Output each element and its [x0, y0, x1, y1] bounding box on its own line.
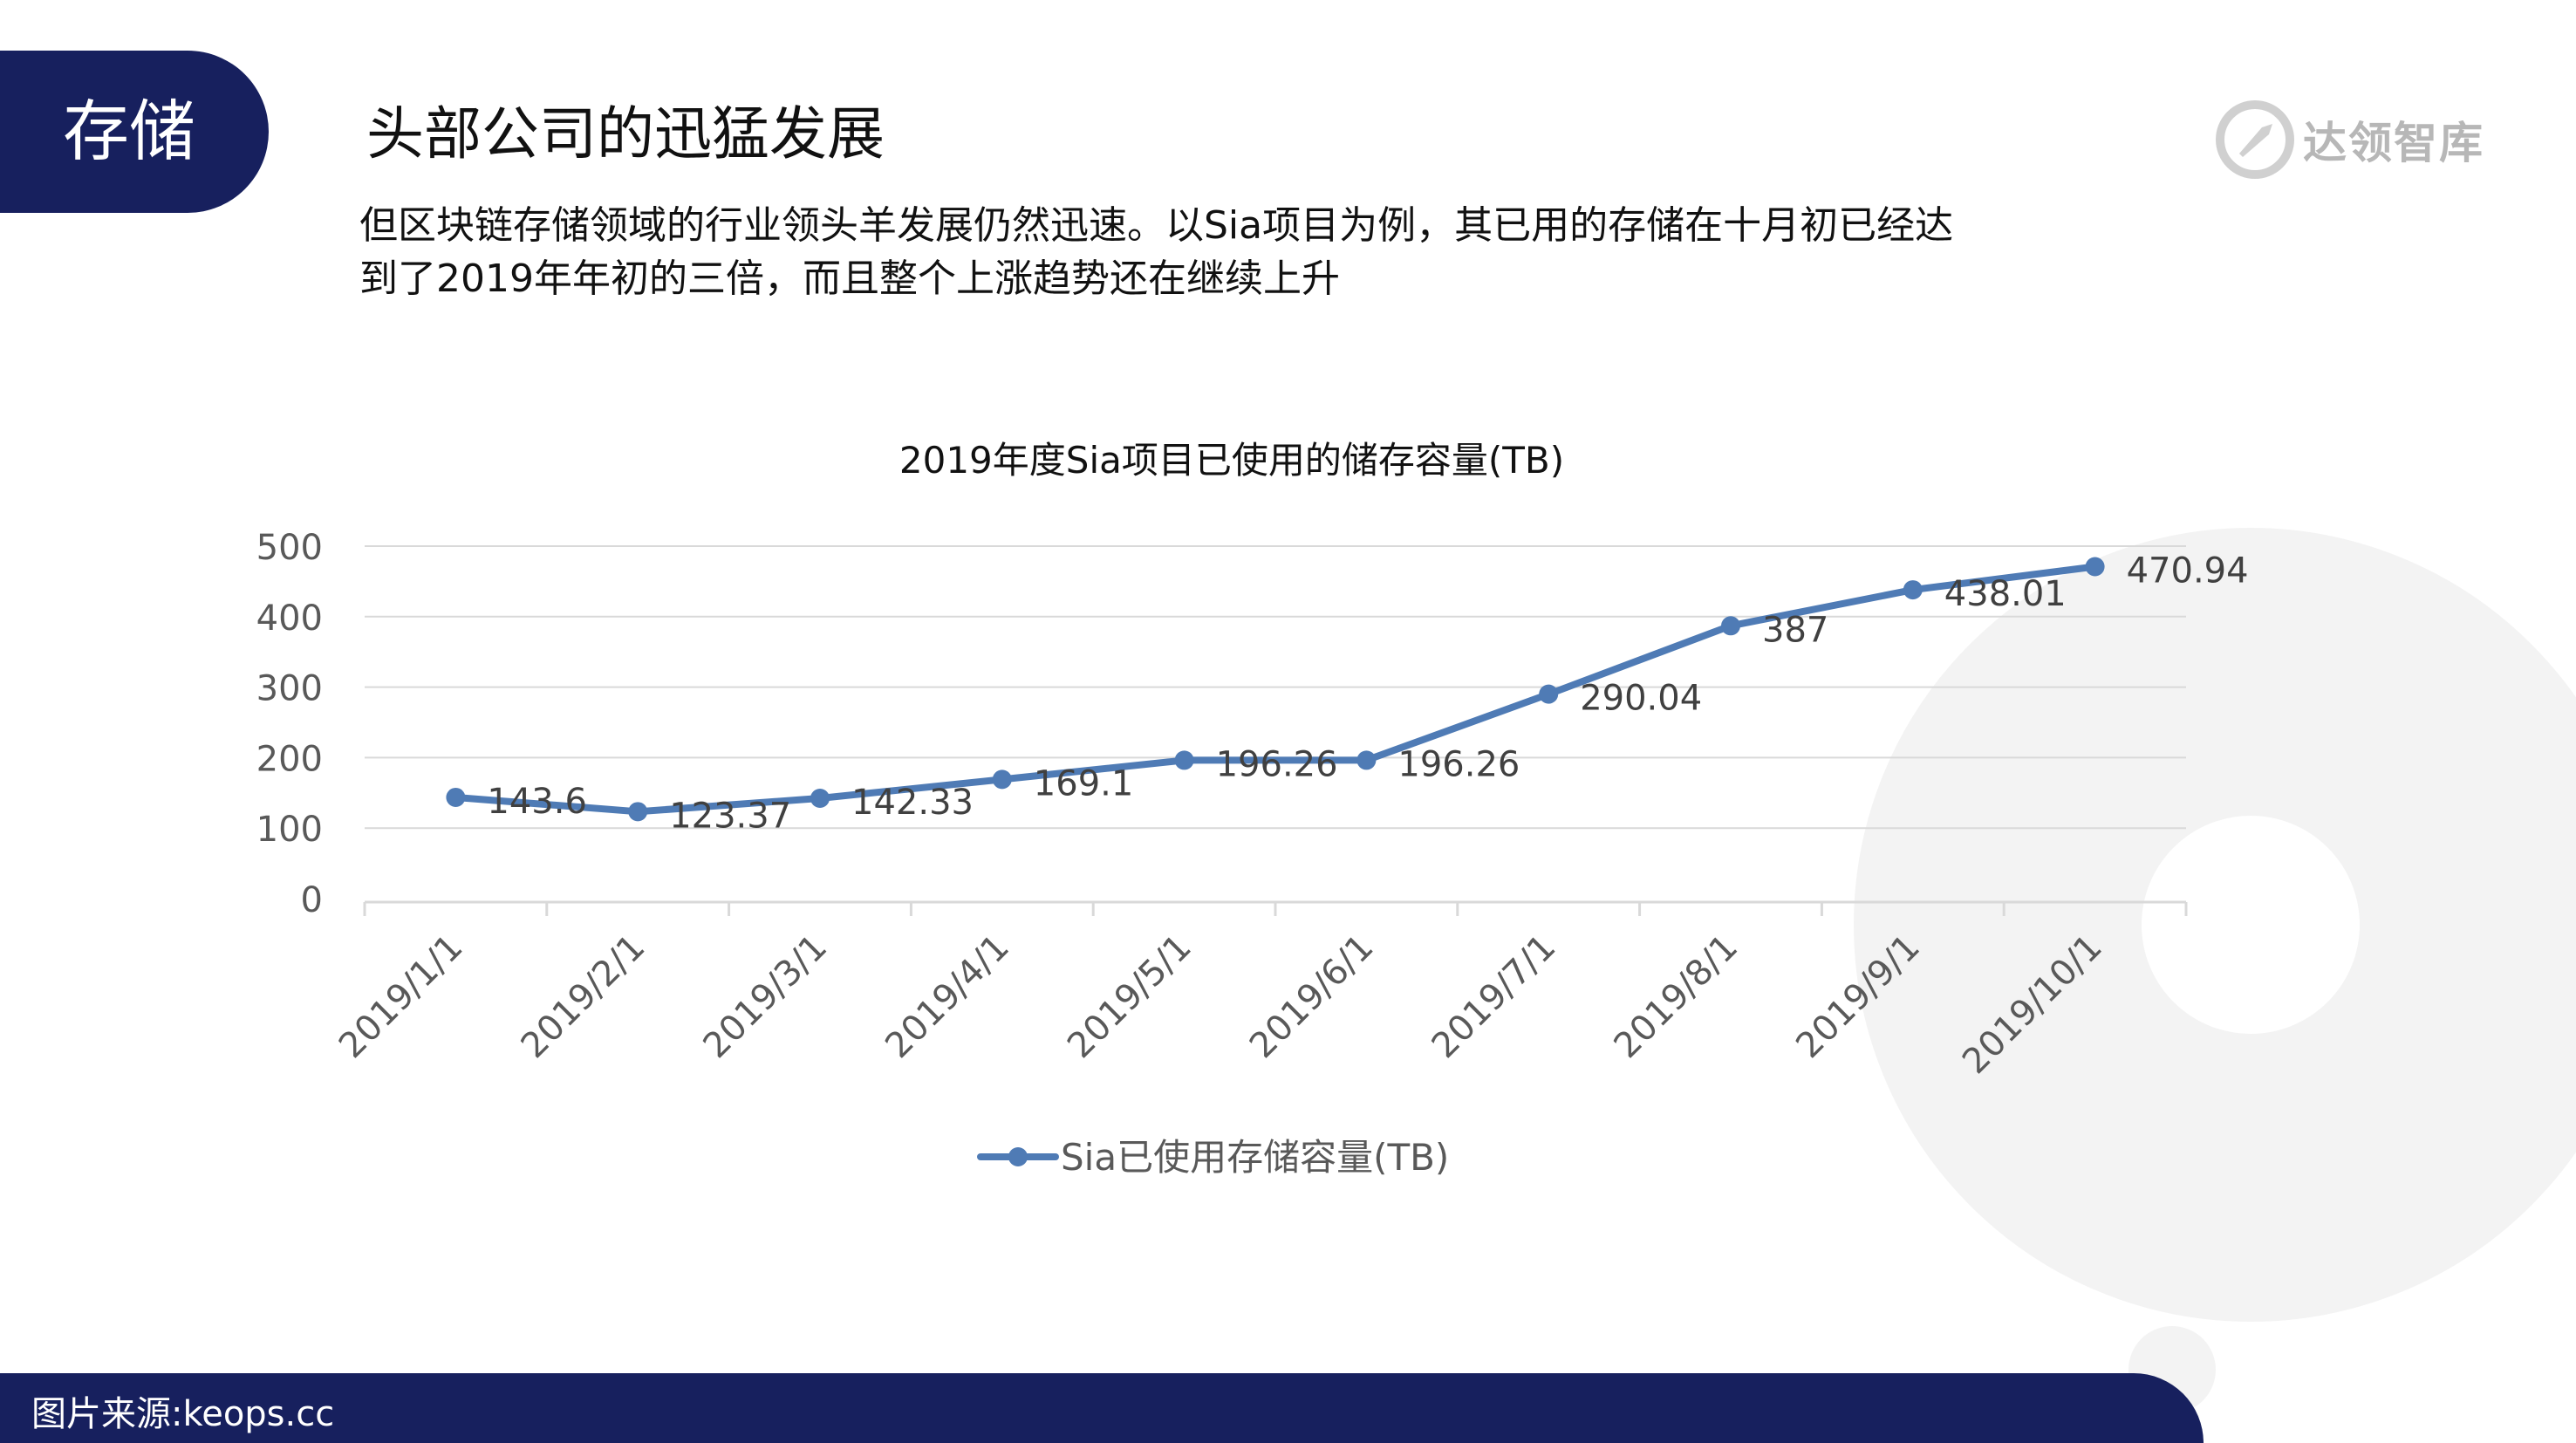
data-point	[1356, 750, 1377, 770]
data-label: 123.37	[669, 796, 791, 836]
section-tab: 存储	[0, 51, 269, 213]
data-label: 169.1	[1034, 763, 1134, 804]
data-point	[1903, 580, 1923, 600]
data-point	[1539, 684, 1559, 704]
x-tick-label: 2019/9/1	[1788, 927, 1928, 1067]
description-line-1: 但区块链存储领域的行业领头羊发展仍然迅速。以Sia项目为例，其已用的存储在十月初…	[359, 203, 1954, 248]
legend-marker	[1008, 1147, 1028, 1166]
chart-title: 2019年度Sia项目已使用的储存容量(TB)	[899, 439, 1564, 482]
data-label: 142.33	[851, 783, 974, 823]
x-tick-label: 2019/5/1	[1060, 927, 1199, 1067]
series-line	[452, 563, 2099, 816]
x-tick-label: 2019/7/1	[1425, 927, 1564, 1067]
data-point	[628, 802, 648, 822]
x-tick-label: 2019/10/1	[1955, 927, 2110, 1083]
footer-source: 图片来源:keops.cc	[31, 1394, 335, 1434]
footer-bar: 图片来源:keops.cc	[0, 1373, 2204, 1443]
y-tick-label: 200	[256, 739, 323, 779]
data-label: 438.01	[1944, 574, 2067, 614]
data-point	[810, 788, 830, 808]
data-point	[992, 769, 1012, 790]
data-label: 387	[1762, 610, 1828, 650]
x-tick-label: 2019/3/1	[696, 927, 836, 1067]
legend-label: Sia已使用存储容量(TB)	[1061, 1136, 1449, 1179]
section-label: 存储	[63, 92, 195, 170]
x-tick-label: 2019/4/1	[878, 927, 1017, 1067]
x-tick-label: 2019/6/1	[1242, 927, 1382, 1067]
logo	[2216, 100, 2294, 179]
data-point	[446, 787, 466, 807]
data-point	[1174, 750, 1194, 770]
x-tick-label: 2019/2/1	[514, 927, 653, 1067]
y-tick-label: 0	[301, 880, 323, 920]
y-tick-label: 500	[256, 528, 323, 568]
data-label: 470.94	[2127, 551, 2249, 591]
y-tick-label: 100	[256, 810, 323, 850]
x-tick-label: 2019/8/1	[1607, 927, 1746, 1067]
description: 但区块链存储领域的行业领头羊发展仍然迅速。以Sia项目为例，其已用的存储在十月初…	[359, 199, 2209, 305]
data-label: 196.26	[1216, 744, 1338, 784]
data-label: 196.26	[1397, 744, 1520, 784]
data-point	[2085, 557, 2105, 577]
data-point	[1721, 616, 1740, 636]
data-label: 290.04	[1580, 679, 1702, 719]
description-line-2: 到了2019年年初的三倍，而且整个上涨趋势还在继续上升	[359, 256, 1340, 301]
logo-text: 达领智库	[2303, 118, 2484, 168]
x-tick-label: 2019/1/1	[331, 927, 471, 1067]
rocket-icon	[2216, 100, 2294, 179]
y-tick-label: 400	[256, 598, 323, 639]
page-title: 头部公司的迅猛发展	[366, 100, 885, 168]
y-tick-label: 300	[256, 669, 323, 709]
data-label: 143.6	[487, 782, 587, 822]
